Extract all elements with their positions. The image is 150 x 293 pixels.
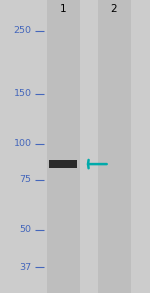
Text: 1: 1: [60, 4, 66, 14]
Text: 150: 150: [14, 89, 32, 98]
Text: 75: 75: [20, 175, 32, 184]
Text: 250: 250: [14, 26, 32, 35]
Bar: [49, 161, 77, 168]
Text: 2: 2: [111, 4, 117, 14]
Text: 37: 37: [19, 263, 32, 272]
Text: 100: 100: [14, 139, 32, 149]
Bar: [98, 0, 130, 293]
Bar: [46, 0, 80, 293]
Text: 50: 50: [20, 225, 32, 234]
